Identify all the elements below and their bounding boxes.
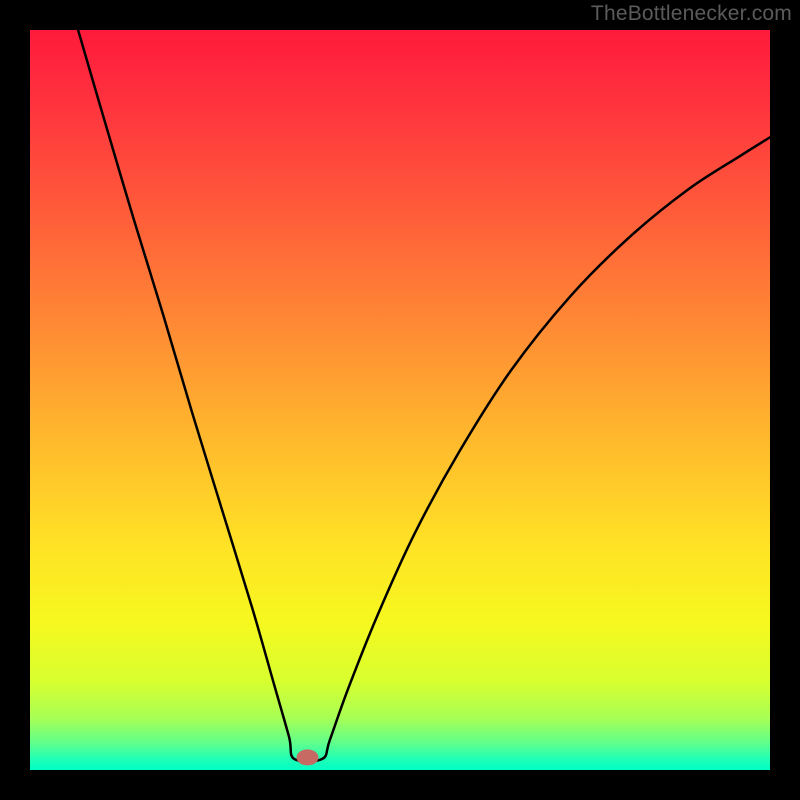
chart-container: TheBottlenecker.com [0,0,800,800]
curve-layer [30,30,770,770]
minimum-marker [297,749,319,765]
bottleneck-curve [78,30,770,761]
plot-area [30,30,770,770]
watermark-text: TheBottlenecker.com [591,2,792,26]
